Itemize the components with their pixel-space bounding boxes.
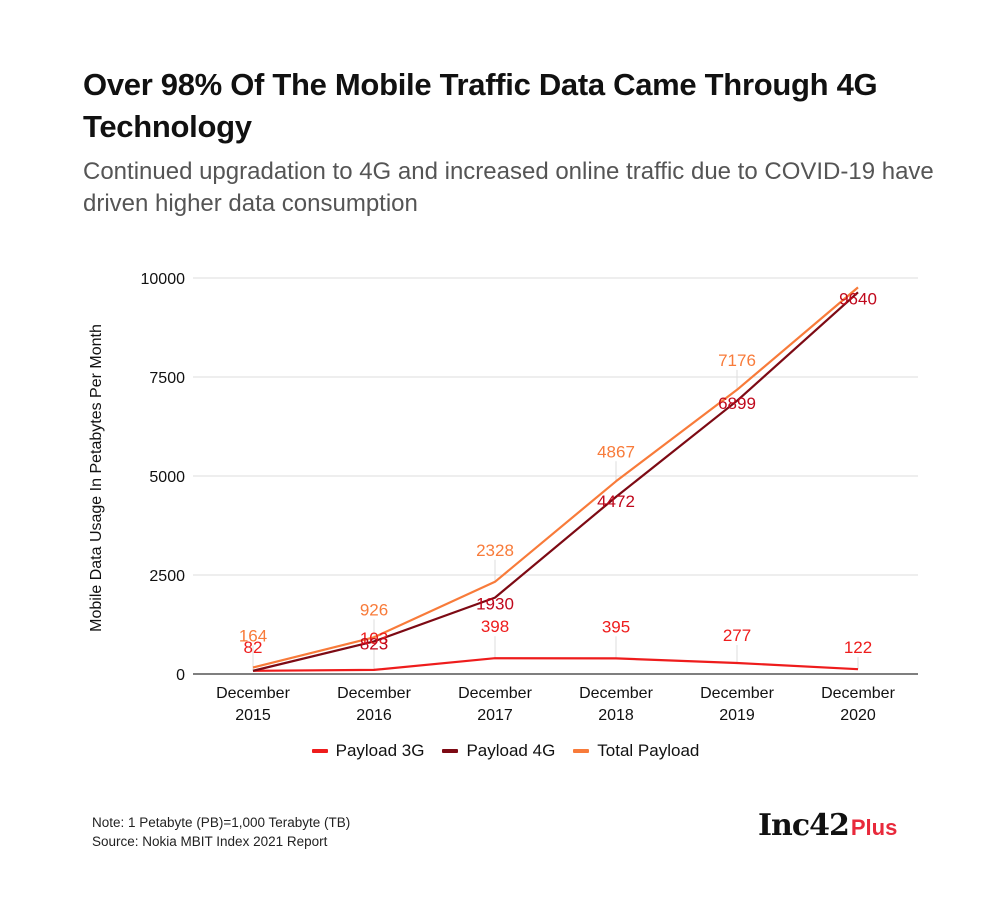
legend-swatch: [311, 749, 328, 753]
x-tick-label-line: 2019: [719, 707, 755, 724]
y-tick-label: 2500: [149, 568, 185, 585]
data-label-payload-4g: 823: [360, 634, 388, 653]
series-line-total-payload: [252, 286, 859, 669]
x-tick-label-line: December: [821, 685, 895, 702]
data-label-payload-4g: 9640: [839, 289, 877, 308]
x-tick-label: December 2020: [821, 685, 895, 724]
footnote: Note: 1 Petabyte (PB)=1,000 Terabyte (TB…: [92, 813, 350, 851]
legend-label: Payload 3G: [335, 741, 425, 760]
data-label-payload-4g: 6899: [718, 394, 756, 413]
data-label-payload-4g: 4472: [597, 492, 635, 511]
logo-wordmark: Inc42: [758, 808, 850, 843]
x-tick-label-line: December: [700, 685, 774, 702]
x-tick-label: December 2016: [337, 685, 411, 724]
data-label-payload-4g: 1930: [476, 595, 514, 614]
legend-label: Payload 4G: [466, 741, 556, 760]
chart-subtitle: Continued upgradation to 4G and increase…: [83, 158, 934, 217]
y-tick-label: 5000: [149, 469, 185, 486]
data-label-total-payload: 4867: [597, 442, 635, 461]
series-line-payload-4g: [252, 291, 859, 672]
note-text: Note: 1 Petabyte (PB)=1,000 Terabyte (TB…: [92, 815, 351, 830]
data-labels: 82 103 398 395 277 122 823 1930 4472 6899 9640 164 9…: [239, 289, 877, 657]
x-tick-label-line: December: [458, 685, 532, 702]
data-label-total-payload: 7176: [718, 351, 756, 370]
y-tick-labels: 0 2500 5000 7500 10000: [141, 271, 186, 684]
y-axis-label: Mobile Data Usage In Petabytes Per Month: [88, 324, 105, 632]
legend-item-total-payload: Total Payload: [573, 741, 699, 761]
data-label-payload-3g: 395: [602, 617, 630, 636]
data-label-total-payload: 164: [239, 627, 267, 646]
source-text: Source: Nokia MBIT Index 2021 Report: [92, 834, 328, 849]
x-tick-label-line: 2016: [356, 707, 392, 724]
line-chart: Mobile Data Usage In Petabytes Per Month…: [88, 271, 918, 724]
x-tick-label-line: 2018: [598, 707, 634, 724]
legend-swatch: [573, 749, 590, 753]
y-tick-label: 10000: [141, 271, 186, 288]
y-axis-label-group: Mobile Data Usage In Petabytes Per Month: [88, 324, 105, 632]
x-tick-label: December 2017: [458, 685, 532, 724]
x-tick-label: December 2019: [700, 685, 774, 724]
x-tick-label-line: 2015: [235, 707, 271, 724]
data-label-payload-3g: 122: [844, 638, 872, 657]
data-label-payload-3g: 398: [481, 617, 509, 636]
logo-plus: Plus: [850, 815, 898, 840]
chart-title: Over 98% Of The Mobile Traffic Data Came…: [83, 67, 878, 144]
legend: Payload 3G Payload 4G Total Payload: [0, 741, 1001, 761]
x-tick-label-line: December: [579, 685, 653, 702]
data-label-payload-3g: 103: [360, 629, 388, 648]
data-label-payload-3g: 82: [244, 638, 263, 657]
legend-item-payload-4g: Payload 4G: [442, 741, 555, 761]
brand-logo: Inc42 Plus: [758, 808, 897, 843]
data-label-total-payload: 926: [360, 600, 388, 619]
gridlines: [193, 277, 918, 675]
y-tick-label: 0: [176, 667, 185, 684]
series-lines: [252, 286, 859, 672]
x-tick-label: December 2015: [216, 685, 290, 724]
legend-label: Total Payload: [597, 741, 700, 760]
x-tick-label-line: December: [337, 685, 411, 702]
data-label-total-payload: 2328: [476, 541, 514, 560]
legend-item-payload-3g: Payload 3G: [311, 741, 425, 761]
y-tick-label: 7500: [149, 370, 185, 387]
x-tick-label-line: December: [216, 685, 290, 702]
x-tick-label-line: 2020: [840, 707, 876, 724]
legend-swatch: [442, 749, 459, 753]
x-tick-label-line: 2017: [477, 707, 513, 724]
data-label-payload-3g: 277: [723, 626, 751, 645]
label-leader-lines: [252, 369, 859, 671]
series-line-payload-3g: [252, 657, 859, 672]
x-tick-label: December 2018: [579, 685, 653, 724]
